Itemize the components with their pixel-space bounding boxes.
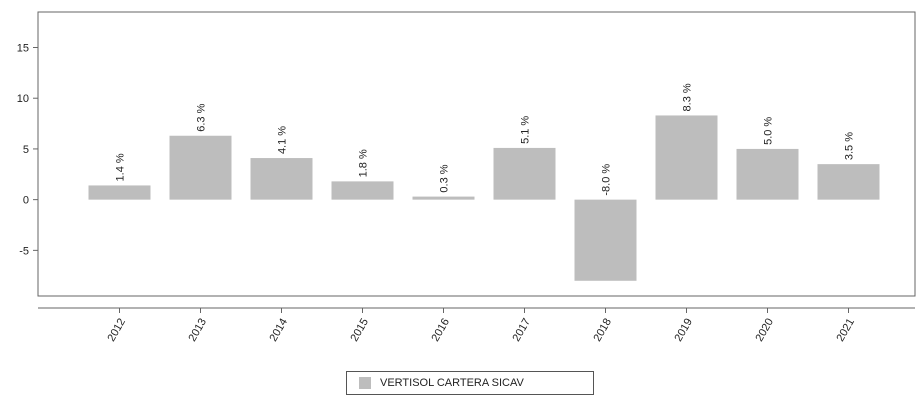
data-label: 5.0 % bbox=[763, 117, 775, 145]
x-tick-label: 2021 bbox=[834, 317, 857, 344]
bar-2013 bbox=[169, 135, 232, 200]
y-axis-ticks: -5 0 5 10 15 bbox=[17, 43, 38, 257]
bar-2021 bbox=[817, 164, 880, 200]
x-tick-label: 2019 bbox=[672, 317, 695, 344]
y-tick-label: -5 bbox=[19, 245, 29, 257]
bar-2020 bbox=[736, 148, 799, 200]
y-tick-label: 15 bbox=[17, 43, 29, 55]
x-tick-label: 2014 bbox=[267, 317, 290, 344]
data-label: 4.1 % bbox=[277, 126, 289, 154]
x-tick-label: 2016 bbox=[429, 317, 452, 344]
data-label: 0.3 % bbox=[439, 164, 451, 192]
data-label: 1.4 % bbox=[115, 153, 127, 181]
x-axis-ticks: 2012 2013 2014 2015 2016 2017 2018 2019 2020 2021 bbox=[105, 308, 857, 344]
bar-2015 bbox=[331, 181, 394, 200]
bar-2012 bbox=[88, 185, 151, 200]
x-tick-label: 2012 bbox=[105, 317, 128, 344]
bar-2017 bbox=[493, 147, 556, 200]
legend-swatch bbox=[359, 377, 371, 389]
bars-group: 1.4 % 6.3 % 4.1 % 1.8 % 0.3 % 5.1 % -8.0 % 8.3 … bbox=[88, 83, 880, 281]
legend-label: VERTISOL CARTERA SICAV bbox=[380, 377, 524, 389]
x-tick-label: 2017 bbox=[510, 317, 533, 344]
bar-2019 bbox=[655, 115, 718, 200]
data-label: 3.5 % bbox=[844, 132, 856, 160]
data-label: 8.3 % bbox=[682, 83, 694, 111]
y-tick-label: 0 bbox=[23, 195, 29, 207]
legend: VERTISOL CARTERA SICAV bbox=[346, 371, 594, 395]
y-tick-label: 5 bbox=[23, 144, 29, 156]
bar-2016 bbox=[412, 196, 475, 200]
data-label: 1.8 % bbox=[358, 149, 370, 177]
x-tick-label: 2018 bbox=[591, 317, 614, 344]
data-label: 5.1 % bbox=[520, 116, 532, 144]
x-tick-label: 2020 bbox=[753, 317, 776, 344]
x-tick-label: 2015 bbox=[348, 317, 371, 344]
data-label: 6.3 % bbox=[196, 103, 208, 131]
data-label: -8.0 % bbox=[601, 164, 613, 196]
y-tick-label: 10 bbox=[17, 93, 29, 105]
x-tick-label: 2013 bbox=[186, 317, 209, 344]
bar-2018 bbox=[574, 199, 637, 281]
bar-2014 bbox=[250, 158, 313, 200]
